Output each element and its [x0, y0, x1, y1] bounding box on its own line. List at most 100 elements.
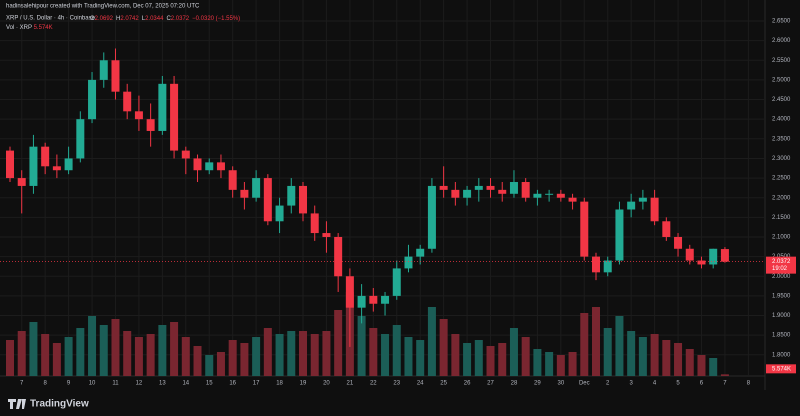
x-tick-label: 13 [159, 381, 166, 387]
x-tick-label: 30 [557, 381, 564, 387]
candle-body [427, 185, 436, 249]
candle-body [158, 83, 167, 131]
candle-body [310, 213, 319, 234]
volume-bar [111, 319, 120, 376]
candle-body [439, 185, 448, 190]
candle-body [193, 158, 202, 171]
x-tick-label: 12 [136, 381, 143, 387]
volume-bar [123, 331, 132, 376]
x-tick-label: 15 [206, 381, 213, 387]
volume-bar [41, 334, 50, 376]
volume-bar [17, 331, 26, 376]
x-tick-label: 17 [253, 381, 260, 387]
candle-body [123, 91, 132, 112]
x-tick-label: 25 [440, 381, 447, 387]
last-price-label: 2.0372 [772, 259, 791, 265]
volume-bar [52, 343, 61, 376]
ohlc-value: 2.0372 [171, 16, 190, 22]
candle-body [252, 178, 261, 198]
volume-bar [193, 346, 202, 376]
volume-bar [170, 322, 179, 376]
volume-bar [545, 352, 554, 376]
volume-bar [381, 334, 390, 376]
volume-bar [158, 325, 167, 376]
candle-body [404, 256, 413, 269]
x-tick-label: 16 [229, 381, 236, 387]
candle-body [134, 111, 143, 120]
y-tick-label: 1.9500 [772, 293, 791, 299]
y-tick-label: 2.6000 [772, 38, 791, 44]
countdown: 19:02 [772, 266, 788, 272]
x-tick-label: 4 [653, 381, 657, 387]
candle-body [381, 295, 390, 304]
volume-bar [463, 343, 472, 376]
y-tick-label: 2.5000 [772, 77, 791, 83]
candle-body [674, 236, 683, 249]
y-tick-label: 2.2500 [772, 176, 791, 182]
footer [0, 390, 800, 416]
volume-bar [76, 328, 85, 376]
y-tick-label: 2.5500 [772, 58, 791, 64]
candle-body [275, 205, 284, 222]
volume-bar [697, 355, 706, 376]
candle-body [41, 146, 50, 167]
ohlc-letter: H [116, 16, 120, 22]
x-tick-label: 6 [700, 381, 704, 387]
volume-bar [263, 328, 272, 376]
ohlc-letter: L [142, 16, 146, 22]
candle-body [369, 295, 378, 304]
candle-body [474, 185, 483, 190]
volume-bar [216, 352, 225, 376]
x-tick-label: 23 [393, 381, 400, 387]
volume-bar [650, 334, 659, 376]
candle-body [17, 178, 26, 186]
volume-bar [509, 328, 518, 376]
volume-bar [416, 340, 425, 376]
ohlc-value: 2.0344 [145, 16, 164, 22]
candle-body [170, 83, 179, 151]
volume-bar [498, 343, 507, 376]
candle-body [580, 201, 589, 257]
x-tick-label: 7 [723, 381, 727, 387]
candle-body [521, 182, 530, 198]
logo [8, 399, 26, 409]
y-tick-label: 1.8500 [772, 333, 791, 339]
candle-body [463, 189, 472, 198]
volume-bar [451, 334, 460, 376]
volume-bar [568, 352, 577, 376]
volume-bar [99, 325, 108, 376]
ohlc-letter: C [166, 16, 171, 22]
x-tick-label: Dec [579, 381, 590, 387]
volume-bar [638, 337, 647, 376]
candle-body [64, 158, 73, 171]
volume-bar [556, 355, 565, 376]
volume-bar [240, 343, 249, 376]
candle-body [216, 162, 225, 171]
candle-body [99, 60, 108, 80]
change: −0.0320 (−1.55%) [192, 16, 240, 22]
y-tick-label: 2.3000 [772, 156, 791, 162]
volume-bar [615, 316, 624, 376]
candle-body [334, 236, 343, 277]
candle-body [662, 221, 671, 237]
volume-bar [439, 319, 448, 376]
candle-body [650, 197, 659, 222]
candle-body [29, 146, 38, 186]
volume-bar [486, 346, 495, 376]
candle-body [181, 150, 190, 159]
credit: hadinsalehipour created with TradingView… [6, 4, 200, 10]
volume-bar [310, 334, 319, 376]
x-tick-label: 20 [323, 381, 330, 387]
volume-bar [662, 340, 671, 376]
volume-bar [64, 337, 73, 376]
volume-bar [88, 316, 97, 376]
volume-bar [6, 340, 14, 376]
candle-body [76, 119, 85, 159]
x-tick-label: 10 [89, 381, 96, 387]
candle-body [416, 248, 425, 257]
symbol: XRP / U.S. Dollar · 4h · Coinbase [6, 16, 96, 22]
candle-body [486, 185, 495, 190]
volume-value: 5.574K [34, 25, 53, 31]
candle-body [720, 249, 729, 262]
